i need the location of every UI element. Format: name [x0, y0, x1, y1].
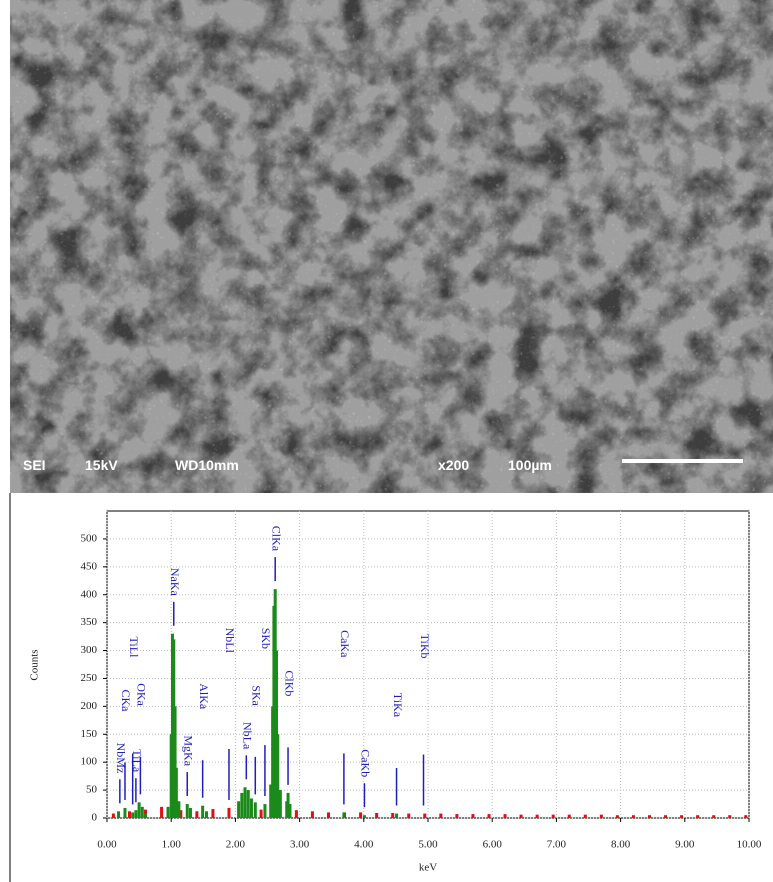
- x-tick-label: 6.00: [483, 839, 503, 851]
- peak-label: NbLl: [223, 628, 237, 654]
- chart-panel: [10, 493, 773, 882]
- peak-label: CaKb: [359, 749, 373, 777]
- y-tick-label: 450: [81, 560, 98, 572]
- y-tick-label: 250: [81, 672, 98, 684]
- peak-label: TiKa: [391, 693, 405, 718]
- peak-label: TiLa: [130, 749, 144, 773]
- peak-label: TiKb: [418, 634, 432, 659]
- sem-image: SEI 15kV WD10mm x200 100µm: [10, 0, 773, 493]
- y-tick-label: 0: [92, 812, 98, 824]
- peak-label: ClKa: [269, 526, 283, 552]
- y-tick-label: 350: [81, 616, 98, 628]
- y-tick-label: 150: [81, 728, 98, 740]
- peak-label: TiLl: [127, 637, 141, 659]
- peak-label: AlKa: [197, 683, 211, 710]
- x-tick-label: 2.00: [226, 839, 246, 851]
- peak-label: CaKa: [338, 630, 352, 658]
- peak-label: NbLa: [241, 722, 255, 750]
- peak-label: NaKa: [168, 568, 182, 597]
- sem-wd: WD10mm: [175, 457, 239, 473]
- peak-label: NbMz: [114, 743, 128, 774]
- peak-label: SKa: [250, 685, 264, 706]
- x-tick-label: 9.00: [675, 839, 695, 851]
- sem-voltage: 15kV: [85, 457, 118, 473]
- sem-scale: 100µm: [508, 457, 552, 473]
- x-tick-label: 10.00: [737, 839, 762, 851]
- y-tick-label: 200: [81, 700, 98, 712]
- y-tick-label: 500: [81, 532, 98, 544]
- x-tick-label: 0.00: [97, 839, 117, 851]
- x-tick-label: 7.00: [547, 839, 567, 851]
- peak-label: OKa: [135, 683, 149, 706]
- sem-mode: SEI: [23, 457, 46, 473]
- peak-label: MgKa: [182, 735, 196, 766]
- peak-label: ClKb: [282, 670, 296, 696]
- y-tick-label: 100: [81, 756, 98, 768]
- x-tick-label: 8.00: [611, 839, 631, 851]
- x-tick-label: 3.00: [290, 839, 310, 851]
- peak-label: SKb: [259, 628, 273, 649]
- page: SEI 15kV WD10mm x200 100µm 0 50 100 150 200 2…: [0, 0, 773, 882]
- peak-label: CKa: [119, 689, 133, 712]
- x-tick-label: 4.00: [354, 839, 374, 851]
- x-tick-label: 5.00: [418, 839, 438, 851]
- y-axis-label: Counts: [29, 649, 41, 680]
- x-tick-label: 1.00: [162, 839, 182, 851]
- x-axis-label: keV: [419, 862, 437, 874]
- y-tick-label: 300: [81, 644, 98, 656]
- sem-magnification: x200: [438, 457, 469, 473]
- y-tick-label: 400: [81, 588, 98, 600]
- y-tick-label: 50: [86, 784, 98, 796]
